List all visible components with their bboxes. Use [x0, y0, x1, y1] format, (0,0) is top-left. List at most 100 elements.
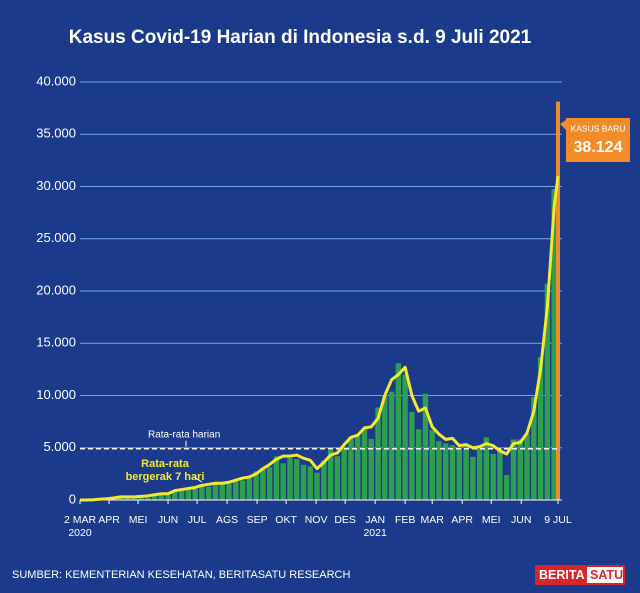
bar: [490, 453, 496, 500]
bar: [334, 456, 341, 500]
bar: [131, 497, 137, 500]
bar: [165, 495, 171, 500]
y-tick-label: 5.000: [43, 439, 76, 454]
x-tick-label: MEI: [129, 514, 148, 526]
x-tick-label: APR: [451, 514, 473, 526]
y-tick-label: 25.000: [36, 230, 76, 245]
x-tick-label: SEP: [247, 514, 268, 526]
bar: [273, 456, 280, 500]
bar: [504, 475, 510, 500]
bar: [138, 495, 144, 500]
bar: [510, 439, 517, 500]
bar: [192, 488, 198, 500]
x-tick-label: JAN 2021: [363, 514, 387, 539]
bar: [470, 456, 476, 500]
bar: [145, 497, 151, 500]
bar: [409, 411, 415, 500]
bar: [172, 491, 178, 500]
bar: [375, 407, 381, 500]
bar: [212, 482, 219, 500]
series-label: Rata-rata bergerak 7 hari: [126, 458, 205, 483]
x-tick-label: JUL: [188, 514, 207, 526]
bar: [388, 391, 395, 500]
logo-box-inner: [587, 567, 623, 583]
y-tick-label: 35.000: [36, 126, 76, 141]
bar: [517, 439, 523, 500]
bar: [382, 395, 388, 500]
x-tick-label: 9 JUL: [544, 514, 572, 526]
x-tick-label: 2 MAR 2020: [64, 514, 97, 539]
bar: [266, 467, 273, 500]
bar: [355, 436, 361, 500]
bar: [551, 189, 557, 501]
bar: [348, 436, 354, 500]
x-tick-label: AGS: [216, 514, 238, 526]
bar: [253, 471, 259, 500]
bar: [158, 494, 164, 500]
callout-box: [560, 118, 630, 162]
bar: [199, 486, 205, 500]
callout-title: KASUS BARU: [571, 123, 626, 133]
bar: [476, 448, 483, 500]
x-tick-label: APR: [98, 514, 120, 526]
bar: [456, 447, 462, 500]
chart-title: Kasus Covid-19 Harian di Indonesia s.d. …: [69, 27, 532, 48]
x-tick-label: JUN: [158, 514, 178, 526]
bar: [544, 283, 551, 500]
bar: [260, 468, 266, 500]
bar: [483, 437, 490, 500]
x-tick-label: DES: [334, 514, 356, 526]
x-tick-label: MAR: [421, 514, 445, 526]
bar: [239, 480, 246, 500]
x-tick-label: OKT: [275, 514, 297, 526]
bar: [556, 101, 560, 501]
source: SUMBER: KEMENTERIAN KESEHATAN, BERITASAT…: [12, 569, 350, 581]
logo-text: SATU: [590, 568, 623, 582]
bar: [300, 464, 307, 500]
bar: [463, 444, 469, 500]
callout: KASUS BARU 38.124: [560, 118, 630, 162]
bar: [233, 480, 239, 500]
bar: [280, 463, 286, 500]
line: [79, 175, 560, 502]
y-tick-label: 40.000: [36, 73, 76, 88]
bar: [341, 446, 347, 500]
bar: [307, 466, 313, 500]
bar: [327, 449, 334, 500]
x-tick-label: NOV: [305, 514, 328, 526]
bar: [246, 478, 253, 500]
bar: [429, 430, 435, 500]
bar: [321, 460, 327, 500]
x-tick-label: FEB: [395, 514, 415, 526]
bar: [524, 434, 530, 500]
bar: [415, 429, 422, 500]
bar: [422, 393, 429, 500]
bar: [497, 448, 503, 500]
bar: [178, 488, 185, 500]
bar: [537, 357, 544, 500]
bar: [443, 443, 449, 500]
value-label: 38.124: [574, 139, 623, 156]
y-tick-label: 10.000: [36, 387, 76, 402]
bar: [361, 428, 368, 500]
bar: [205, 486, 212, 500]
bar: [314, 472, 320, 500]
bar: [368, 438, 374, 500]
y-tick-label: 20.000: [36, 282, 76, 297]
bar: [402, 374, 408, 500]
logo-text: BERITA: [539, 568, 585, 582]
bar: [294, 459, 300, 500]
bar: [449, 445, 456, 500]
average-label: Rata-rata harian: [148, 429, 220, 440]
bar: [395, 363, 402, 500]
x-tick-label: JUN: [511, 514, 531, 526]
y-tick-label: 0: [69, 491, 76, 506]
bar: [185, 490, 192, 500]
x-tick-label: MEI: [482, 514, 501, 526]
y-tick-label: 30.000: [36, 178, 76, 193]
bar: [124, 498, 131, 500]
bar: [226, 483, 232, 500]
bar: [531, 396, 537, 500]
